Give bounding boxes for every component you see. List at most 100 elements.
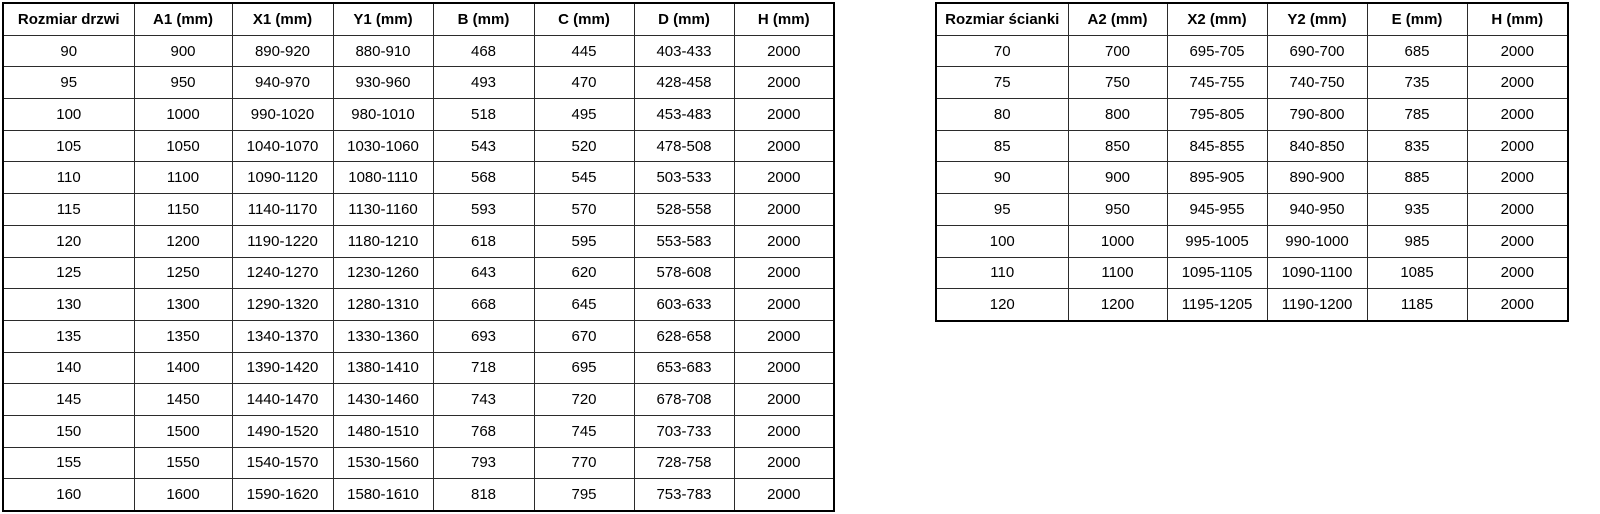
table-cell: 2000 <box>733 414 835 448</box>
table-cell: 445 <box>533 34 635 68</box>
table-cell: 950 <box>133 66 233 100</box>
table-cell: 940-970 <box>231 66 334 100</box>
table-cell: 518 <box>432 98 535 131</box>
table-cell: 545 <box>533 161 635 195</box>
table-cell: 603-633 <box>633 288 735 321</box>
table-cell: 1180-1210 <box>332 224 434 258</box>
table-cell: 595 <box>533 224 635 258</box>
table-cell: 995-1005 <box>1166 224 1268 258</box>
table-cell: 990-1020 <box>231 98 334 131</box>
table-cell: 1040-1070 <box>231 129 334 163</box>
table-cell: 95 <box>935 193 1069 226</box>
table-cell: 75 <box>935 66 1069 100</box>
table-cell: 670 <box>533 319 635 353</box>
table-cell: 745 <box>533 414 635 448</box>
table-cell: 155 <box>2 446 135 480</box>
column-header: B (mm) <box>432 2 535 36</box>
table-cell: 593 <box>432 193 535 226</box>
table-cell: 1450 <box>133 383 233 416</box>
table-cell: 618 <box>432 224 535 258</box>
table-cell: 2000 <box>1466 66 1569 100</box>
table-row: 70 700 695-705 690-700 685 2000 <box>935 34 1569 68</box>
column-header: A1 (mm) <box>133 2 233 36</box>
table-cell: 2000 <box>733 383 835 416</box>
table-cell: 935 <box>1366 193 1468 226</box>
table-cell: 495 <box>533 98 635 131</box>
table-cell: 1090-1120 <box>231 161 334 195</box>
table-cell: 800 <box>1067 98 1168 131</box>
table-cell: 578-608 <box>633 256 735 290</box>
table-row: 80 800 795-805 790-800 785 2000 <box>935 98 1569 131</box>
table-cell: 478-508 <box>633 129 735 163</box>
table-row: 110 1100 1095-1105 1090-1100 1085 2000 <box>935 256 1569 290</box>
table-cell: 900 <box>133 34 233 68</box>
table-row: 115 1150 1140-1170 1130-1160 593 570 528-558 20… <box>2 193 835 226</box>
table-cell: 2000 <box>733 256 835 290</box>
table-cell: 1330-1360 <box>332 319 434 353</box>
table-cell: 2000 <box>733 34 835 68</box>
table-cell: 2000 <box>1466 288 1569 322</box>
table-cell: 150 <box>2 414 135 448</box>
table-cell: 695-705 <box>1166 34 1268 68</box>
table-cell: 653-683 <box>633 351 735 385</box>
table-cell: 1030-1060 <box>332 129 434 163</box>
table-cell: 2000 <box>1466 161 1569 195</box>
table-cell: 753-783 <box>633 478 735 512</box>
table-cell: 1185 <box>1366 288 1468 322</box>
table-cell: 1440-1470 <box>231 383 334 416</box>
table-cell: 2000 <box>733 98 835 131</box>
table-cell: 1340-1370 <box>231 319 334 353</box>
table-row: 95 950 945-955 940-950 935 2000 <box>935 193 1569 226</box>
table-cell: 1490-1520 <box>231 414 334 448</box>
table-cell: 100 <box>935 224 1069 258</box>
table-cell: 793 <box>432 446 535 480</box>
table-cell: 1240-1270 <box>231 256 334 290</box>
table-cell: 503-533 <box>633 161 735 195</box>
table-cell: 743 <box>432 383 535 416</box>
table-cell: 768 <box>432 414 535 448</box>
table-row: 125 1250 1240-1270 1230-1260 643 620 578-608 20… <box>2 256 835 290</box>
table-cell: 750 <box>1067 66 1168 100</box>
table-cell: 90 <box>935 161 1069 195</box>
table-cell: 2000 <box>1466 224 1569 258</box>
table-cell: 818 <box>432 478 535 512</box>
table-cell: 645 <box>533 288 635 321</box>
table-cell: 1150 <box>133 193 233 226</box>
table-cell: 110 <box>935 256 1069 290</box>
table-cell: 1580-1610 <box>332 478 434 512</box>
column-header: D (mm) <box>633 2 735 36</box>
table-cell: 795-805 <box>1166 98 1268 131</box>
table-cell: 1190-1200 <box>1266 288 1368 322</box>
table-cell: 643 <box>432 256 535 290</box>
table-cell: 570 <box>533 193 635 226</box>
table-cell: 470 <box>533 66 635 100</box>
table-cell: 678-708 <box>633 383 735 416</box>
table-row: 130 1300 1290-1320 1280-1310 668 645 603-633 20… <box>2 288 835 321</box>
table-cell: 885 <box>1366 161 1468 195</box>
table-row: 90 900 890-920 880-910 468 445 403-433 2000 <box>2 34 835 68</box>
table-cell: 428-458 <box>633 66 735 100</box>
table-cell: 728-758 <box>633 446 735 480</box>
table-cell: 945-955 <box>1166 193 1268 226</box>
table-cell: 2000 <box>1466 256 1569 290</box>
table-cell: 700 <box>1067 34 1168 68</box>
table-cell: 520 <box>533 129 635 163</box>
table-row: 105 1050 1040-1070 1030-1060 543 520 478-508 20… <box>2 129 835 163</box>
table-cell: 2000 <box>733 478 835 512</box>
table-cell: 695 <box>533 351 635 385</box>
table-row: 110 1100 1090-1120 1080-1110 568 545 503-533 20… <box>2 161 835 195</box>
table-row: 145 1450 1440-1470 1430-1460 743 720 678-708 20… <box>2 383 835 416</box>
door-size-table: Rozmiar drzwi A1 (mm) X1 (mm) Y1 (mm) B (mm)… <box>2 2 835 512</box>
table-cell: 668 <box>432 288 535 321</box>
table-cell: 543 <box>432 129 535 163</box>
table-cell: 985 <box>1366 224 1468 258</box>
table-cell: 2000 <box>733 446 835 480</box>
table-cell: 718 <box>432 351 535 385</box>
table-cell: 1250 <box>133 256 233 290</box>
table-cell: 70 <box>935 34 1069 68</box>
table-cell: 2000 <box>733 224 835 258</box>
table-cell: 735 <box>1366 66 1468 100</box>
column-header: X1 (mm) <box>231 2 334 36</box>
table-cell: 1380-1410 <box>332 351 434 385</box>
